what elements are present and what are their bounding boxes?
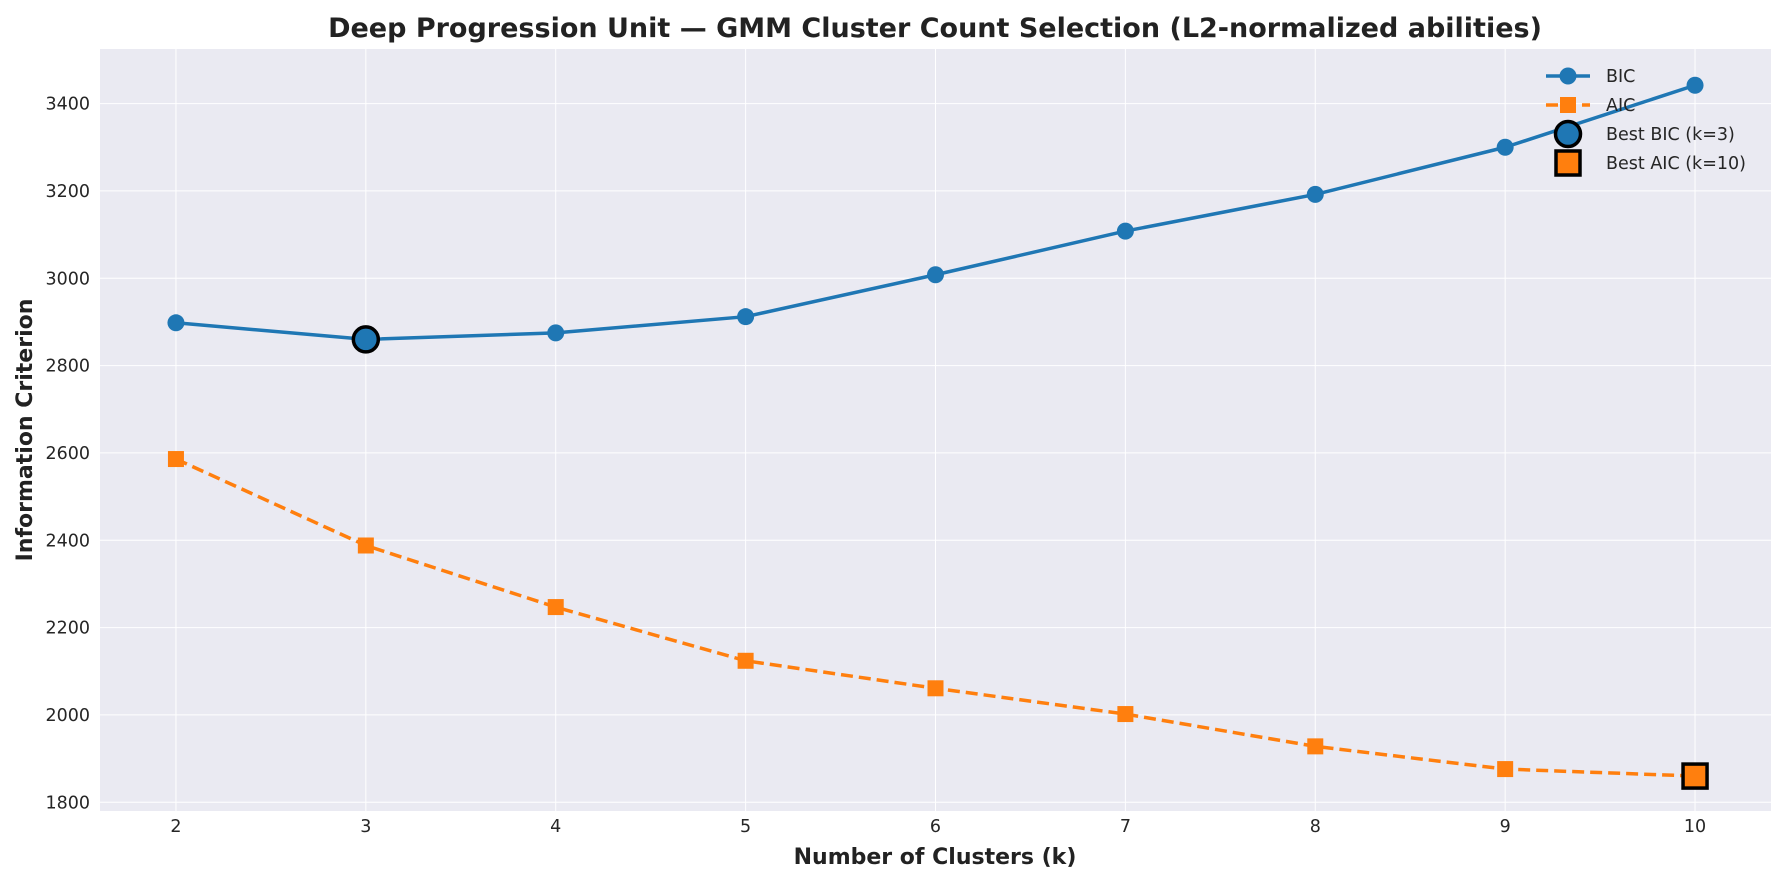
legend-label: Best BIC (k=3) bbox=[1606, 125, 1735, 145]
data-point-aic bbox=[1307, 738, 1324, 755]
x-tick-label: 8 bbox=[1310, 817, 1321, 837]
legend-marker bbox=[1559, 67, 1577, 85]
y-tick-label: 2600 bbox=[45, 444, 90, 464]
y-tick-label: 3000 bbox=[45, 269, 90, 289]
legend: BIC AIC Best BIC (k=3) Best AIC (k=10) bbox=[1546, 67, 1746, 177]
best-bic-marker bbox=[351, 325, 381, 354]
chart-title: Deep Progression Unit — GMM Cluster Coun… bbox=[328, 13, 1542, 44]
legend-entry: BIC bbox=[1546, 67, 1635, 87]
data-point-bic bbox=[167, 314, 185, 332]
data-point-bic bbox=[927, 266, 944, 284]
legend-marker bbox=[1554, 149, 1582, 177]
data-point-bic bbox=[1306, 185, 1324, 203]
legend-marker bbox=[1553, 119, 1583, 149]
data-point-aic bbox=[1117, 706, 1134, 723]
data-point-bic bbox=[1116, 222, 1134, 240]
y-tick-label: 2800 bbox=[45, 357, 90, 377]
y-tick-label: 3400 bbox=[45, 95, 90, 115]
y-tick-label: 2200 bbox=[45, 619, 90, 639]
data-point-aic bbox=[357, 537, 374, 554]
y-tick-label: 1800 bbox=[45, 793, 90, 813]
series-layer bbox=[167, 76, 1704, 785]
data-point-bic bbox=[737, 308, 755, 326]
data-point-aic bbox=[547, 599, 564, 616]
y-tick-label: 2400 bbox=[45, 531, 90, 551]
legend-label: BIC bbox=[1606, 67, 1635, 87]
x-axis-label: Number of Clusters (k) bbox=[794, 845, 1077, 870]
series-aic bbox=[167, 451, 1704, 785]
legend-marker bbox=[1560, 97, 1576, 113]
x-tick-label: 6 bbox=[930, 817, 941, 837]
legend-entry: AIC bbox=[1546, 96, 1635, 116]
legend-entry: Best AIC (k=10) bbox=[1554, 149, 1746, 177]
legend-entry: Best BIC (k=3) bbox=[1553, 119, 1735, 149]
ticks: 2 3 4 5 6 7 8 9 10 1800 2000 2200 2400 2600 2800 3000 32… bbox=[45, 95, 1706, 837]
best-aic-marker bbox=[1681, 762, 1709, 790]
data-point-aic bbox=[927, 680, 944, 697]
data-point-bic bbox=[1496, 138, 1514, 156]
x-tick-label: 10 bbox=[1684, 817, 1706, 837]
x-tick-label: 5 bbox=[740, 817, 751, 837]
x-tick-label: 7 bbox=[1120, 817, 1131, 837]
highlight-layer bbox=[351, 325, 1709, 790]
x-tick-label: 9 bbox=[1500, 817, 1511, 837]
data-point-bic bbox=[547, 324, 565, 342]
series-bic bbox=[167, 76, 1704, 348]
legend-label: Best AIC (k=10) bbox=[1606, 154, 1746, 174]
data-point-aic bbox=[167, 451, 184, 468]
x-tick-label: 3 bbox=[360, 817, 371, 837]
data-point-aic bbox=[737, 652, 754, 669]
y-axis-label: Information Criterion bbox=[13, 299, 38, 562]
y-tick-label: 2000 bbox=[45, 706, 90, 726]
x-tick-label: 2 bbox=[170, 817, 181, 837]
data-point-bic bbox=[1686, 76, 1704, 94]
data-point-aic bbox=[1497, 761, 1514, 778]
legend-label: AIC bbox=[1606, 96, 1635, 116]
y-tick-label: 3200 bbox=[45, 182, 90, 202]
x-tick-label: 4 bbox=[550, 817, 561, 837]
